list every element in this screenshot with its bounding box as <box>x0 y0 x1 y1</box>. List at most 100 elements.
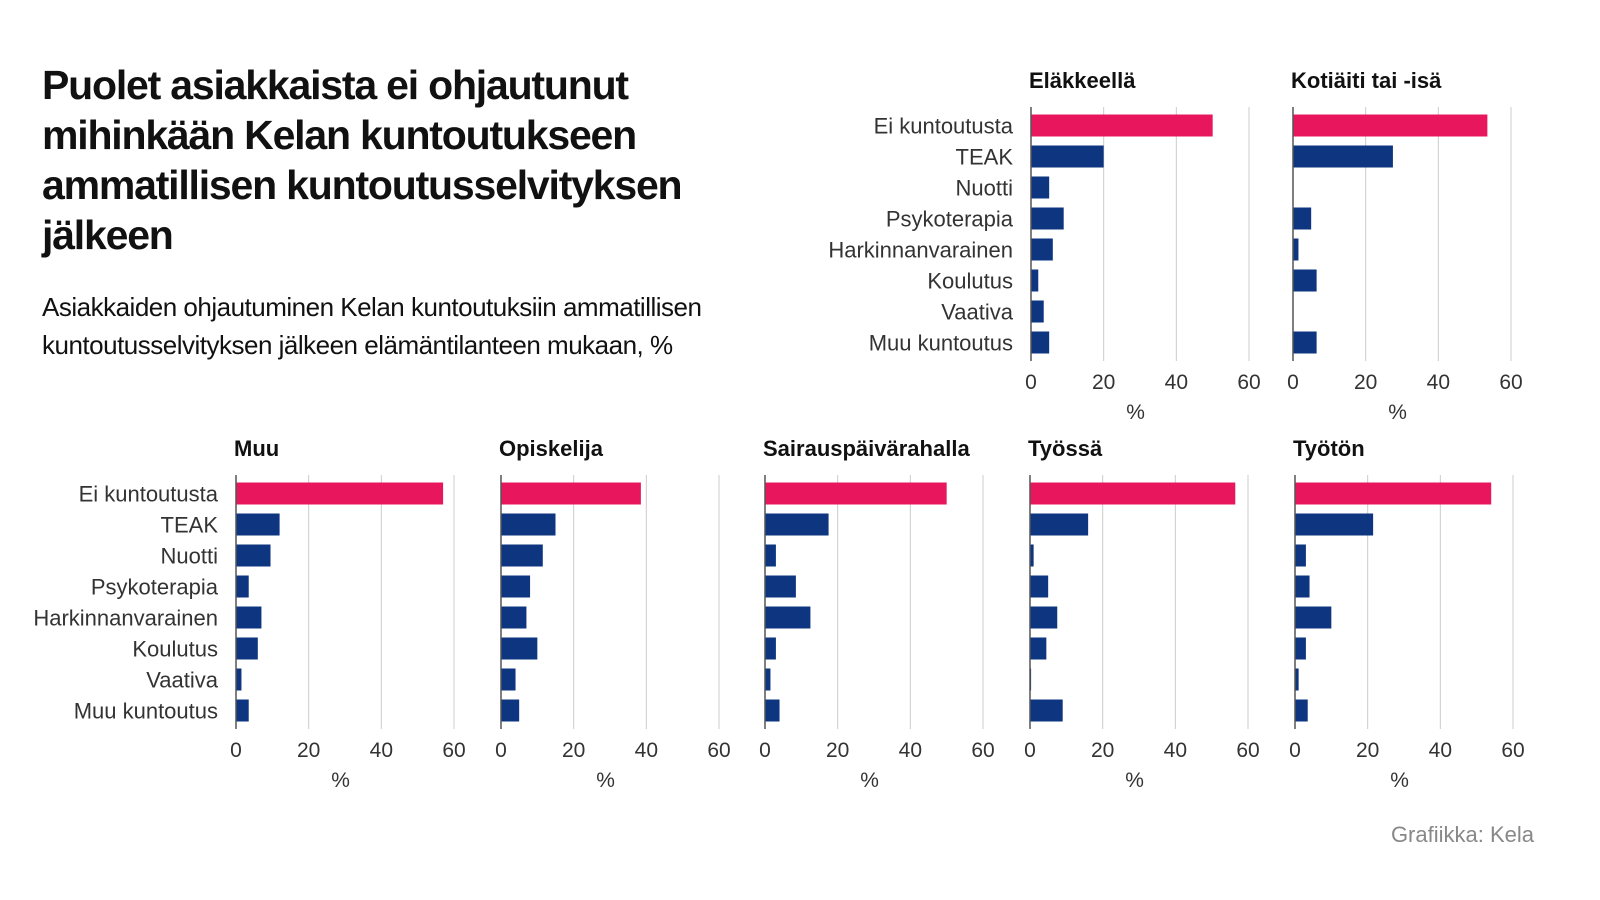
bar-elakkeella-muu-kuntoutus <box>1031 331 1050 354</box>
bar-elakkeella-koulutus <box>1031 269 1039 292</box>
category-label-elakkeella-koulutus: Koulutus <box>927 269 1013 294</box>
panel-kotiaiti-tai-isa: Kotiäiti tai -isä 0 20 40 60% <box>1287 68 1523 424</box>
bar-opiskelija-psykoterapia <box>501 575 531 598</box>
x-tick-label-elakkeella-0: 0 <box>1025 371 1037 394</box>
bar-elakkeella-harkinnanvarainen <box>1031 238 1053 261</box>
bar-tyoton-psykoterapia <box>1295 575 1310 598</box>
bar-kotiaiti-tai-isa-psykoterapia <box>1293 207 1312 230</box>
category-label-elakkeella-nuotti: Nuotti <box>956 176 1013 201</box>
x-tick-label-muu-0: 0 <box>230 739 242 762</box>
panel-muu: Muu 0 20 40 60% Ei kuntoutusta TEAK Nuotti Psyko… <box>33 436 465 792</box>
category-label-muu-psykoterapia: Psykoterapia <box>91 575 219 600</box>
x-tick-label-tyoton-1: 20 <box>1356 739 1379 762</box>
bar-opiskelija-nuotti <box>501 544 543 567</box>
x-tick-label-tyossa-0: 0 <box>1024 739 1036 762</box>
bar-tyoton-koulutus <box>1295 637 1306 660</box>
x-tick-label-sairauspaivarahalla-2: 40 <box>899 739 922 762</box>
x-tick-label-tyossa-1: 20 <box>1091 739 1114 762</box>
panel-title-tyossa: Työssä <box>1028 436 1103 461</box>
bar-kotiaiti-tai-isa-teak <box>1293 145 1393 168</box>
panel-title-muu: Muu <box>234 436 279 461</box>
category-label-muu-koulutus: Koulutus <box>132 637 218 662</box>
page-subtitle: Asiakkaiden ohjautuminen Kelan kuntoutuk… <box>42 292 702 360</box>
bar-opiskelija-harkinnanvarainen <box>501 606 527 629</box>
bar-opiskelija-vaativa <box>501 668 516 691</box>
x-axis-label-tyoton: % <box>1390 769 1409 792</box>
bar-tyossa-koulutus <box>1030 637 1047 660</box>
x-tick-label-opiskelija-1: 20 <box>562 739 585 762</box>
bar-elakkeella-nuotti <box>1031 176 1050 199</box>
page-title: Puolet asiakkaista ei ohjautunut mihinkä… <box>42 62 683 258</box>
bar-opiskelija-ei-kuntoutusta <box>501 482 641 505</box>
x-tick-label-muu-3: 60 <box>442 739 465 762</box>
panel-title-opiskelija: Opiskelija <box>499 436 604 461</box>
x-tick-label-sairauspaivarahalla-3: 60 <box>971 739 994 762</box>
bar-muu-vaativa <box>236 668 242 691</box>
x-tick-label-muu-2: 40 <box>370 739 393 762</box>
bar-sairauspaivarahalla-ei-kuntoutusta <box>765 482 947 505</box>
bar-sairauspaivarahalla-vaativa <box>765 668 771 691</box>
bar-tyoton-muu-kuntoutus <box>1295 699 1308 722</box>
bar-tyoton-nuotti <box>1295 544 1306 567</box>
bar-kotiaiti-tai-isa-koulutus <box>1293 269 1317 292</box>
bar-tyossa-muu-kuntoutus <box>1030 699 1063 722</box>
bar-kotiaiti-tai-isa-harkinnanvarainen <box>1293 238 1299 261</box>
bar-tyoton-teak <box>1295 513 1374 536</box>
category-label-muu-nuotti: Nuotti <box>161 544 218 569</box>
bar-muu-ei-kuntoutusta <box>236 482 444 505</box>
bar-muu-nuotti <box>236 544 271 567</box>
category-label-elakkeella-muu-kuntoutus: Muu kuntoutus <box>869 331 1013 356</box>
bar-sairauspaivarahalla-nuotti <box>765 544 776 567</box>
category-label-muu-teak: TEAK <box>161 513 219 538</box>
panel-title-sairauspaivarahalla: Sairauspäivärahalla <box>763 436 970 461</box>
bar-opiskelija-koulutus <box>501 637 538 660</box>
category-label-elakkeella-teak: TEAK <box>956 145 1014 170</box>
bar-tyoton-vaativa <box>1295 668 1299 691</box>
bar-muu-teak <box>236 513 280 536</box>
bar-muu-psykoterapia <box>236 575 249 598</box>
category-label-muu-muu-kuntoutus: Muu kuntoutus <box>74 699 218 724</box>
bar-tyoton-harkinnanvarainen <box>1295 606 1332 629</box>
x-tick-label-tyoton-3: 60 <box>1501 739 1524 762</box>
bar-opiskelija-teak <box>501 513 556 536</box>
bar-tyossa-ei-kuntoutusta <box>1030 482 1236 505</box>
x-tick-label-opiskelija-3: 60 <box>707 739 730 762</box>
bar-tyossa-teak <box>1030 513 1089 536</box>
panel-title-elakkeella: Eläkkeellä <box>1029 68 1136 93</box>
bar-sairauspaivarahalla-harkinnanvarainen <box>765 606 811 629</box>
x-tick-label-sairauspaivarahalla-0: 0 <box>759 739 771 762</box>
bar-muu-harkinnanvarainen <box>236 606 262 629</box>
bar-tyossa-nuotti <box>1030 544 1034 567</box>
category-label-elakkeella-vaativa: Vaativa <box>941 300 1014 325</box>
panel-title-tyoton: Työtön <box>1293 436 1365 461</box>
category-label-muu-ei-kuntoutusta: Ei kuntoutusta <box>79 482 219 507</box>
x-axis-label-kotiaiti-tai-isa: % <box>1388 401 1407 424</box>
panel-opiskelija: Opiskelija 0 20 40 60% <box>495 436 731 792</box>
bar-elakkeella-psykoterapia <box>1031 207 1064 230</box>
category-label-muu-vaativa: Vaativa <box>146 668 219 693</box>
x-tick-label-tyossa-2: 40 <box>1164 739 1187 762</box>
panel-tyossa: Työssä 0 20 40 60% <box>1024 436 1260 792</box>
x-tick-label-elakkeella-3: 60 <box>1237 371 1260 394</box>
panel-sairauspaivarahalla: Sairauspäivärahalla 0 20 40 60% <box>759 436 995 792</box>
x-tick-label-sairauspaivarahalla-1: 20 <box>826 739 849 762</box>
bar-elakkeella-vaativa <box>1031 300 1044 323</box>
panel-title-kotiaiti-tai-isa: Kotiäiti tai -isä <box>1291 68 1442 93</box>
bar-muu-koulutus <box>236 637 258 660</box>
category-label-elakkeella-harkinnanvarainen: Harkinnanvarainen <box>828 238 1013 263</box>
panel-tyoton: Työtön 0 20 40 60% <box>1289 436 1525 792</box>
x-tick-label-kotiaiti-tai-isa-0: 0 <box>1287 371 1299 394</box>
graphics-credit: Grafiikka: Kela <box>1390 822 1534 847</box>
bar-elakkeella-teak <box>1031 145 1104 168</box>
bar-kotiaiti-tai-isa-muu-kuntoutus <box>1293 331 1317 354</box>
bar-sairauspaivarahalla-muu-kuntoutus <box>765 699 780 722</box>
x-axis-label-opiskelija: % <box>596 769 615 792</box>
x-tick-label-kotiaiti-tai-isa-3: 60 <box>1499 371 1522 394</box>
x-tick-label-tyoton-2: 40 <box>1429 739 1452 762</box>
x-tick-label-opiskelija-0: 0 <box>495 739 507 762</box>
x-tick-label-tyoton-0: 0 <box>1289 739 1301 762</box>
category-label-elakkeella-ei-kuntoutusta: Ei kuntoutusta <box>874 114 1014 139</box>
x-tick-label-muu-1: 20 <box>297 739 320 762</box>
x-tick-label-elakkeella-2: 40 <box>1165 371 1188 394</box>
